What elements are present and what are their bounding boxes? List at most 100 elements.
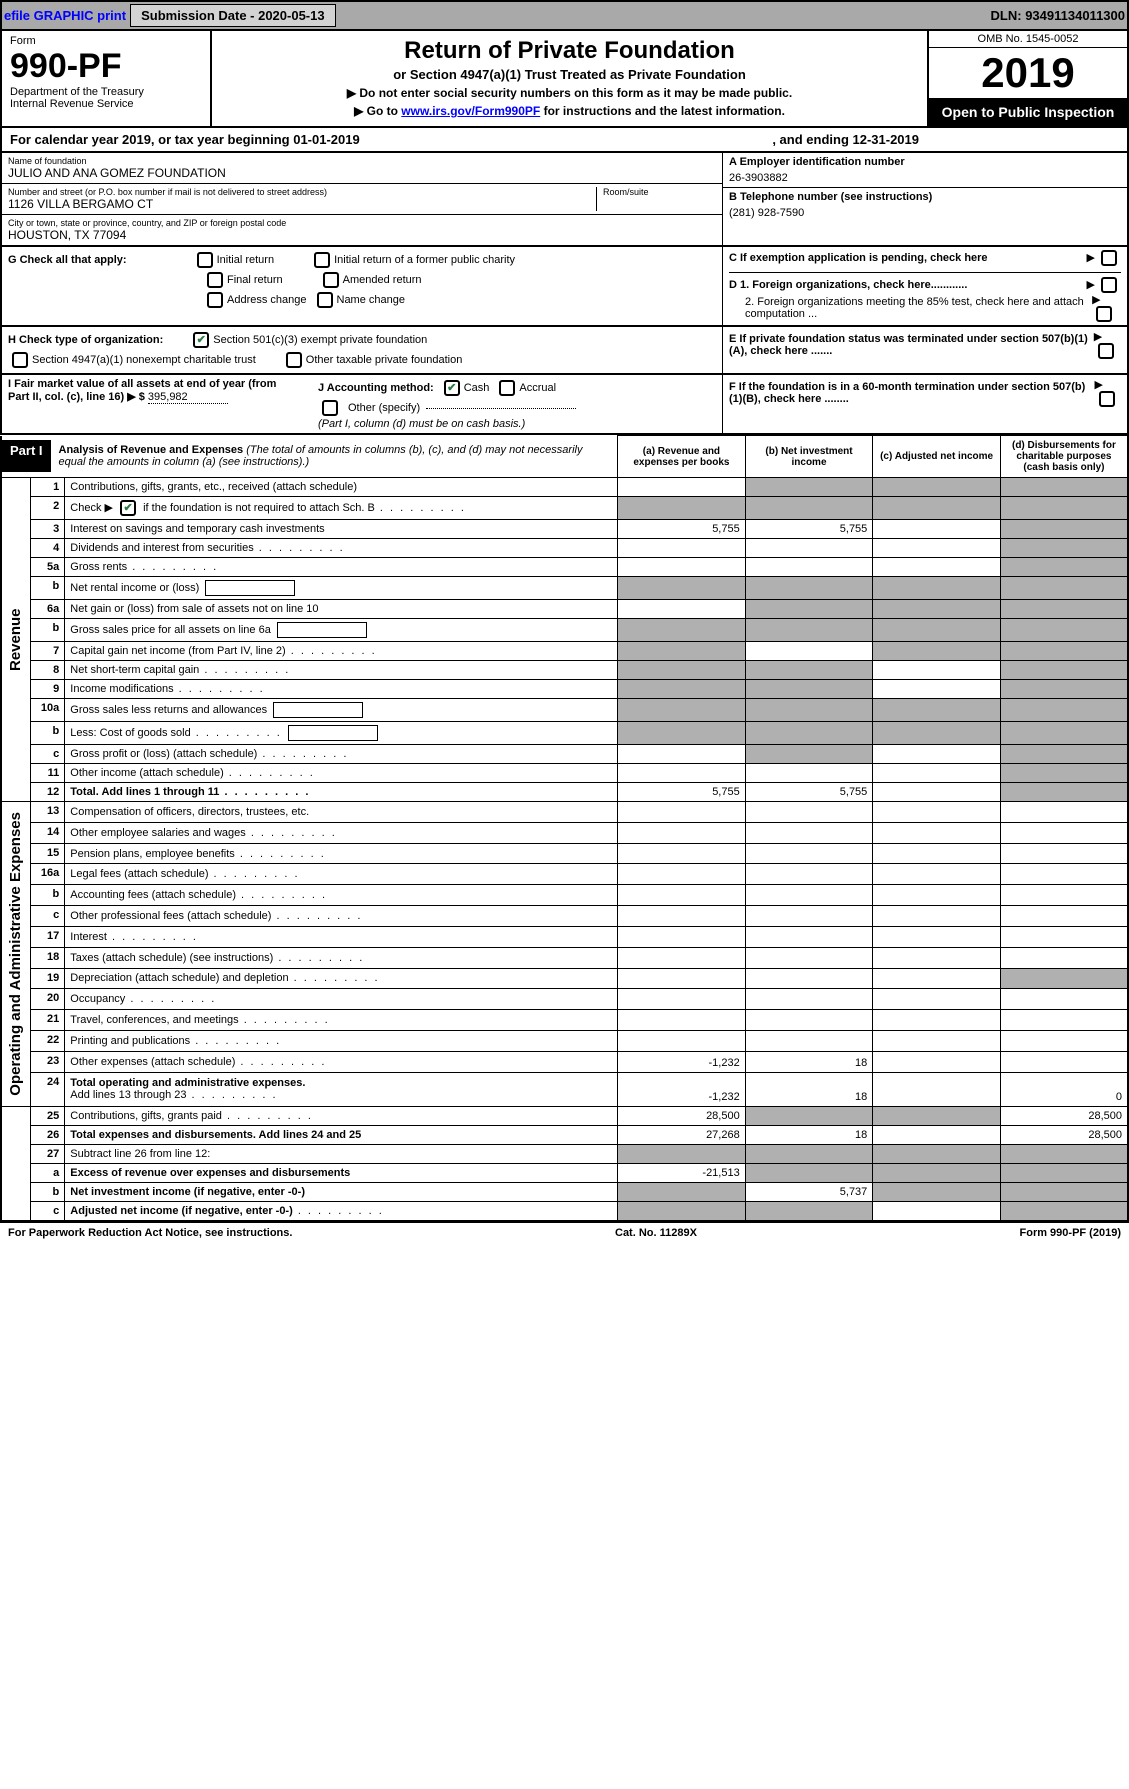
row-5b-t: Net rental income or (loss) bbox=[70, 582, 199, 594]
row-5b-num: b bbox=[31, 577, 65, 600]
form-version: Form 990-PF (2019) bbox=[1020, 1227, 1121, 1239]
row-27b-desc: Net investment income (if negative, ente… bbox=[65, 1182, 618, 1201]
row-17-desc: Interest bbox=[65, 926, 618, 947]
city-label: City or town, state or province, country… bbox=[8, 218, 716, 228]
calendar-year-row: For calendar year 2019, or tax year begi… bbox=[0, 128, 1129, 153]
row-5a-t: Gross rents bbox=[70, 561, 127, 573]
accrual-checkbox[interactable] bbox=[499, 380, 515, 396]
row-16b-num: b bbox=[31, 885, 65, 906]
row-7-t: Capital gain net income (from Part IV, l… bbox=[70, 645, 285, 657]
row-27c-desc: Adjusted net income (if negative, enter … bbox=[65, 1201, 618, 1221]
cat-number: Cat. No. 11289X bbox=[615, 1227, 697, 1239]
row-5a-desc: Gross rents bbox=[65, 558, 618, 577]
row-10b-t: Less: Cost of goods sold bbox=[70, 727, 190, 739]
row-1-desc: Contributions, gifts, grants, etc., rece… bbox=[65, 478, 618, 497]
row-24-a: -1,232 bbox=[618, 1072, 746, 1106]
row-3-desc: Interest on savings and temporary cash i… bbox=[65, 520, 618, 539]
row-6a-desc: Net gain or (loss) from sale of assets n… bbox=[65, 600, 618, 619]
name-change-checkbox[interactable] bbox=[317, 292, 333, 308]
row-16a-desc: Legal fees (attach schedule) bbox=[65, 864, 618, 885]
col-d-header: (d) Disbursements for charitable purpose… bbox=[1000, 436, 1128, 478]
h-label: H Check type of organization: bbox=[8, 334, 163, 346]
other-method-checkbox[interactable] bbox=[322, 400, 338, 416]
final-return-checkbox[interactable] bbox=[207, 272, 223, 288]
row-24-t2: Add lines 13 through 23 bbox=[70, 1089, 186, 1101]
section-h: H Check type of organization: Section 50… bbox=[2, 327, 722, 373]
501c3-checkbox[interactable] bbox=[193, 332, 209, 348]
row-8-desc: Net short-term capital gain bbox=[65, 661, 618, 680]
row-10b-num: b bbox=[31, 722, 65, 745]
row-27a-a: -21,513 bbox=[618, 1163, 746, 1182]
row-23-b: 18 bbox=[745, 1051, 873, 1072]
e-checkbox[interactable] bbox=[1098, 343, 1114, 359]
row-10a-num: 10a bbox=[31, 699, 65, 722]
row-3-b: 5,755 bbox=[745, 520, 873, 539]
row-17-num: 17 bbox=[31, 926, 65, 947]
row-20-t: Occupancy bbox=[70, 993, 125, 1005]
row-10a-t: Gross sales less returns and allowances bbox=[70, 704, 267, 716]
irs-link[interactable]: www.irs.gov/Form990PF bbox=[401, 104, 540, 118]
c-label: C If exemption application is pending, c… bbox=[729, 252, 988, 264]
row-9-desc: Income modifications bbox=[65, 680, 618, 699]
sch-b-checkbox[interactable] bbox=[120, 500, 136, 516]
expenses-label: Operating and Administrative Expenses bbox=[1, 802, 31, 1107]
row-9-num: 9 bbox=[31, 680, 65, 699]
i-label: I Fair market value of all assets at end… bbox=[8, 378, 276, 403]
row-16c-num: c bbox=[31, 906, 65, 927]
row-11-desc: Other income (attach schedule) bbox=[65, 764, 618, 783]
fmv-value: 395,982 bbox=[148, 391, 228, 404]
instr2-post: for instructions and the latest informat… bbox=[540, 104, 785, 118]
row-26-d: 28,500 bbox=[1000, 1125, 1128, 1144]
row-16c-desc: Other professional fees (attach schedule… bbox=[65, 906, 618, 927]
efile-link[interactable]: efile GRAPHIC print bbox=[4, 8, 126, 23]
cash-checkbox[interactable] bbox=[444, 380, 460, 396]
d2-label: 2. Foreign organizations meeting the 85%… bbox=[729, 296, 1092, 320]
instr2-pre: ▶ Go to bbox=[354, 104, 401, 118]
room-label: Room/suite bbox=[603, 187, 716, 197]
city-state-zip: HOUSTON, TX 77094 bbox=[8, 228, 716, 242]
amended-return-checkbox[interactable] bbox=[323, 272, 339, 288]
j-note: (Part I, column (d) must be on cash basi… bbox=[318, 418, 525, 430]
4947-checkbox[interactable] bbox=[12, 352, 28, 368]
row-4-desc: Dividends and interest from securities bbox=[65, 539, 618, 558]
instruction-2: ▶ Go to www.irs.gov/Form990PF for instru… bbox=[232, 104, 907, 118]
row-23-desc: Other expenses (attach schedule) bbox=[65, 1051, 618, 1072]
form-subtitle: or Section 4947(a)(1) Trust Treated as P… bbox=[232, 67, 907, 82]
row-15-num: 15 bbox=[31, 843, 65, 864]
d1-checkbox[interactable] bbox=[1101, 277, 1117, 293]
omb-number: OMB No. 1545-0052 bbox=[929, 31, 1127, 48]
row-10c-num: c bbox=[31, 745, 65, 764]
paperwork-notice: For Paperwork Reduction Act Notice, see … bbox=[8, 1227, 292, 1239]
other-taxable-checkbox[interactable] bbox=[286, 352, 302, 368]
row-19-num: 19 bbox=[31, 968, 65, 989]
ein-value: 26-3903882 bbox=[729, 172, 1121, 184]
col-a-header: (a) Revenue and expenses per books bbox=[618, 436, 746, 478]
row-6b-num: b bbox=[31, 619, 65, 642]
row-16c-t: Other professional fees (attach schedule… bbox=[70, 910, 271, 922]
f-checkbox[interactable] bbox=[1099, 391, 1115, 407]
row-16b-t: Accounting fees (attach schedule) bbox=[70, 889, 236, 901]
row-8-num: 8 bbox=[31, 661, 65, 680]
row-24-t: Total operating and administrative expen… bbox=[70, 1077, 305, 1089]
cal-begin: For calendar year 2019, or tax year begi… bbox=[10, 132, 360, 147]
address-change-checkbox[interactable] bbox=[207, 292, 223, 308]
dln: DLN: 93491134011300 bbox=[991, 8, 1125, 23]
initial-public-checkbox[interactable] bbox=[314, 252, 330, 268]
row-26-num: 26 bbox=[31, 1125, 65, 1144]
row-20-num: 20 bbox=[31, 989, 65, 1010]
c-checkbox[interactable] bbox=[1101, 250, 1117, 266]
j-accrual: Accrual bbox=[519, 382, 556, 394]
row-6b-desc: Gross sales price for all assets on line… bbox=[65, 619, 618, 642]
row-10c-t: Gross profit or (loss) (attach schedule) bbox=[70, 748, 257, 760]
tax-year: 2019 bbox=[929, 48, 1127, 98]
row-6b-t: Gross sales price for all assets on line… bbox=[70, 624, 271, 636]
initial-return-checkbox[interactable] bbox=[197, 252, 213, 268]
row-4-t: Dividends and interest from securities bbox=[70, 542, 253, 554]
d2-checkbox[interactable] bbox=[1096, 306, 1112, 322]
row-25-num: 25 bbox=[31, 1106, 65, 1125]
entity-info: Name of foundation JULIO AND ANA GOMEZ F… bbox=[0, 153, 1129, 247]
row-19-desc: Depreciation (attach schedule) and deple… bbox=[65, 968, 618, 989]
addr-label: Number and street (or P.O. box number if… bbox=[8, 187, 596, 197]
row-24-d: 0 bbox=[1000, 1072, 1128, 1106]
j-cash: Cash bbox=[464, 382, 490, 394]
